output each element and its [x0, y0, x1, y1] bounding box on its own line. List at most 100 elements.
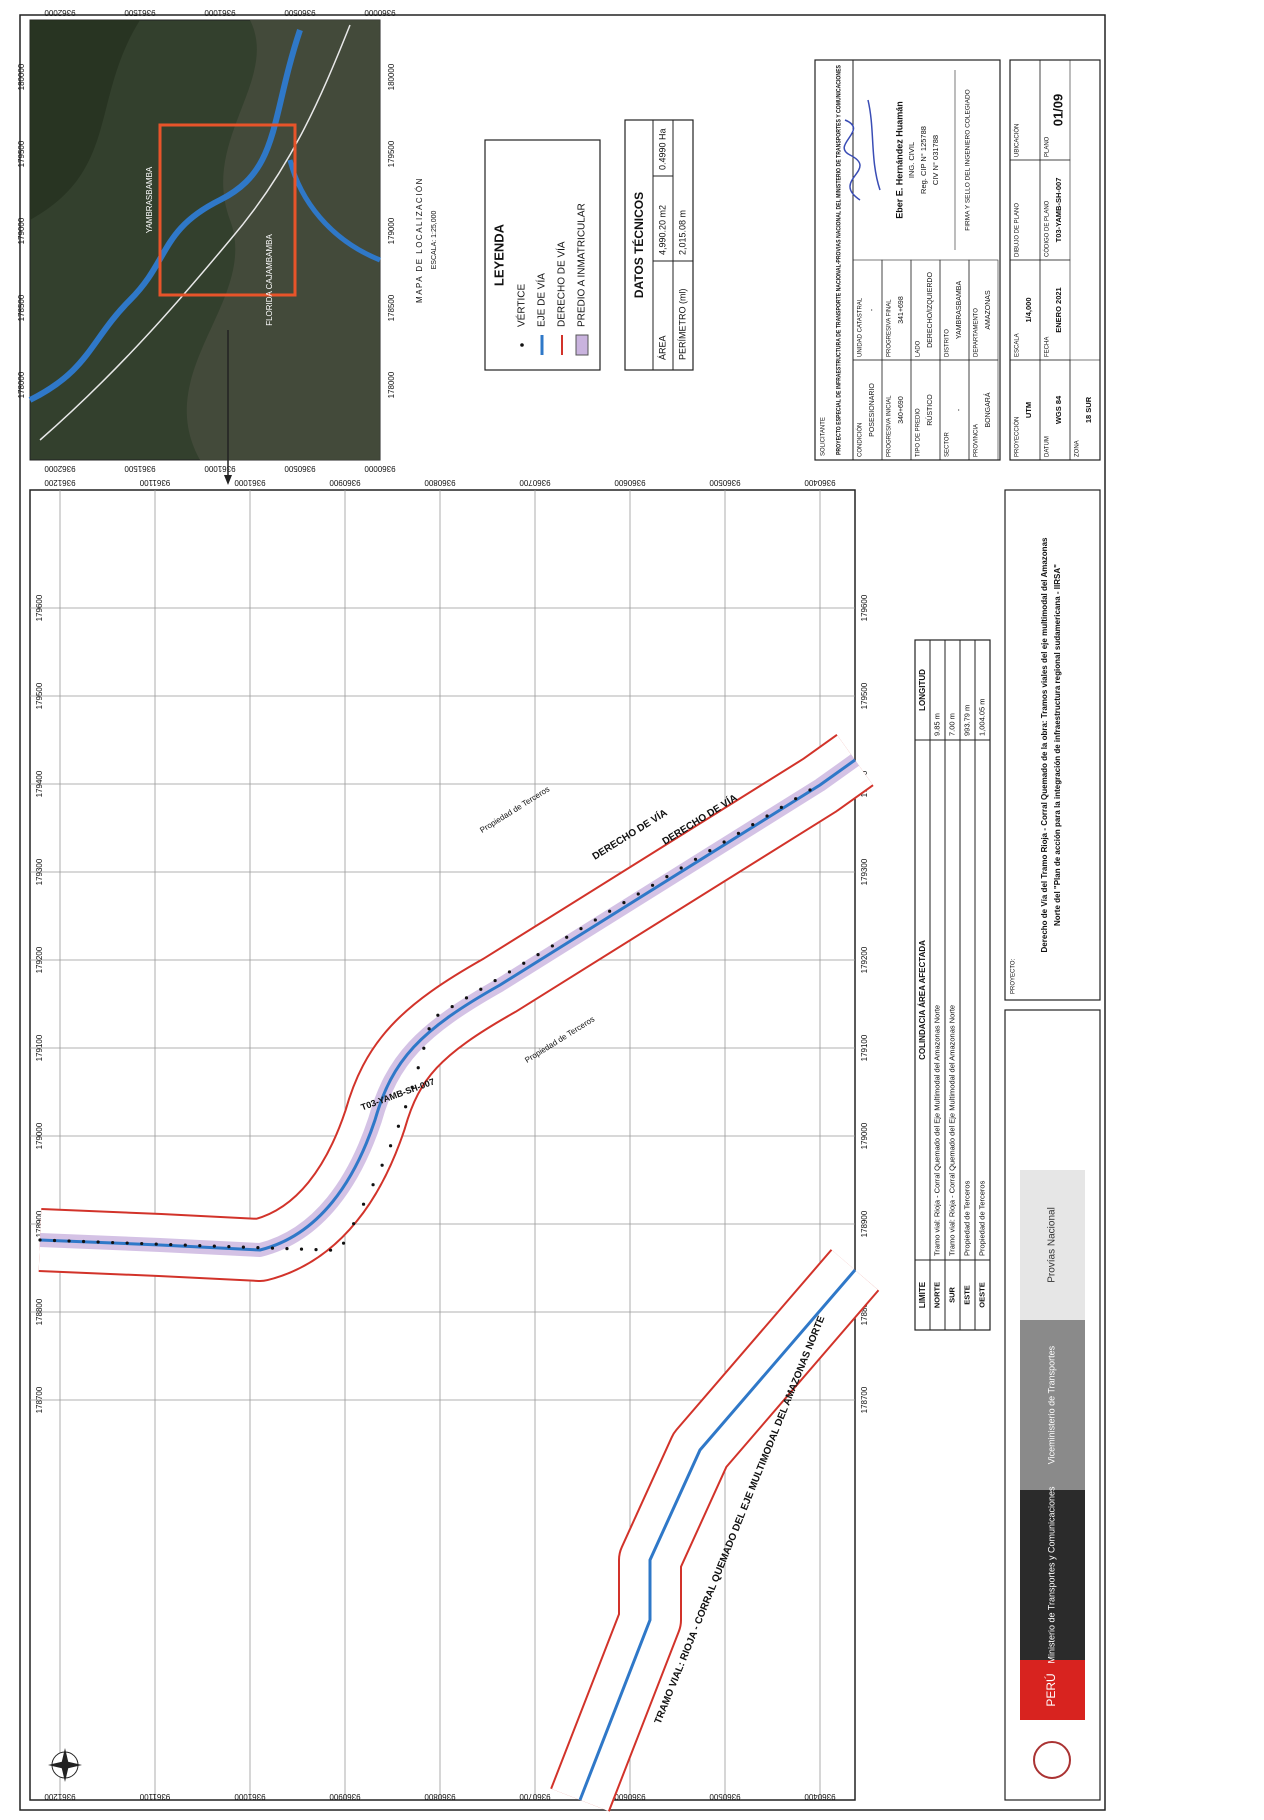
vertex [422, 1046, 426, 1050]
field-cell [968, 259, 999, 361]
easting-label: 179500 [17, 140, 26, 167]
table-cell: Tramo vial: Rioja - Corral Quemado del E… [932, 1005, 941, 1256]
field-label: DEPARTAMENTO [974, 308, 980, 357]
field-label: ESCALA [1015, 333, 1021, 357]
vertex [479, 987, 483, 991]
legend-item: EJE DE VÍA [535, 273, 548, 327]
vertex [410, 1085, 414, 1089]
vertex [464, 996, 469, 1000]
northing-label: 9360600 [614, 478, 646, 487]
vertex [751, 823, 755, 827]
field-label: LADO [916, 340, 922, 357]
field-label: DATUM [1045, 436, 1051, 457]
main-map-frame [29, 489, 856, 1801]
logo-provias [1020, 1170, 1085, 1320]
field-value: T03-YAMB-SH-007 [1054, 178, 1063, 243]
north-arrow [48, 1748, 82, 1782]
sheet-border [19, 14, 1106, 1811]
field-label: SECTOR [945, 431, 951, 457]
field-value: 1/4,000 [1024, 297, 1033, 322]
vertex [314, 1248, 318, 1252]
northing-label: 9361000 [204, 464, 236, 473]
technical-data-cell: 4,990.20 m2 [657, 205, 667, 255]
vertex [380, 1163, 384, 1167]
vertex [256, 1246, 260, 1250]
vertex [212, 1244, 216, 1248]
signature [843, 99, 881, 201]
northing-label: 9360500 [284, 464, 316, 473]
vertex [794, 797, 798, 801]
easting-label: 179500 [860, 682, 869, 709]
easting-label: 179600 [860, 594, 869, 621]
easting-label: 178500 [387, 294, 396, 321]
vertex [579, 927, 583, 931]
engineer-stamp: Eber E. Hernández Huamán [894, 101, 904, 219]
field-value: 340+690 [898, 396, 905, 424]
vertex [227, 1245, 231, 1249]
vertex [154, 1242, 158, 1246]
easting-label: 179600 [35, 594, 44, 621]
easting-label: 178700 [35, 1386, 44, 1413]
terrain [186, 20, 380, 460]
legend-item: DERECHO DE VÍA [555, 241, 568, 327]
northing-label: 9360600 [614, 1792, 646, 1801]
field-label: PROVINCIA [974, 424, 980, 457]
vertex [493, 978, 497, 983]
signature-caption: FIRMA Y SELLO DEL INGENIERO COLEGIADO [965, 89, 972, 230]
field-value: DERECHO/IZQUIERDO [927, 272, 934, 348]
table-header: COLINDACIA ÁREA AFECTADA [918, 940, 927, 1060]
vertex [140, 1241, 144, 1246]
table-cell: 9.85 m [932, 713, 941, 736]
field-value: POSESIONARIO [869, 383, 876, 437]
field-label: UNIDAD CATASTRAL [858, 297, 864, 357]
coat-of-arms [1033, 1741, 1071, 1779]
vertex [736, 831, 741, 835]
legend-symbol [520, 343, 524, 347]
road-axis [39, 758, 856, 1252]
easting-label: 178800 [860, 1298, 869, 1325]
northing-label: 9361100 [139, 1792, 170, 1801]
field-value: RÚSTICO [925, 394, 934, 426]
field-label: SOLICITANTE [821, 417, 827, 456]
easting-label: 179000 [387, 217, 396, 244]
vertex [416, 1066, 420, 1070]
field-value: YAMBRASBAMBA [956, 281, 963, 340]
logo-text: Viceministerio de Transportes [1046, 1345, 1056, 1464]
easting-label: 178000 [387, 371, 396, 398]
table-header: LONGITUD [918, 669, 927, 711]
project-text: Norte del "Plan de acción para la integr… [1053, 564, 1062, 926]
northing-label: 9360000 [364, 8, 396, 17]
table-cell: Propiedad de Terceros [977, 1180, 986, 1256]
legend-item: PREDIO A INMATRICULAR [577, 203, 588, 327]
field-label: PROGRESIVA FINAL [887, 299, 893, 357]
vertex [285, 1247, 289, 1251]
river [28, 29, 303, 403]
table-cell: ESTE [962, 1285, 971, 1305]
northing-label: 9360700 [519, 478, 551, 487]
field-label: UBICACIÓN [1014, 124, 1021, 157]
technical-data-cell: 2,015.08 m [677, 210, 687, 255]
easting-label: 179500 [35, 682, 44, 709]
northing-label: 9360500 [709, 478, 741, 487]
logo-text: PERÚ [1043, 1673, 1058, 1706]
vertex [522, 961, 526, 965]
boundary-table [914, 639, 991, 1331]
easting-label: 179500 [387, 140, 396, 167]
vertex [52, 1238, 57, 1243]
vertex [808, 788, 812, 792]
vertex [352, 1222, 356, 1226]
vertex [679, 866, 683, 870]
field-label: FECHA [1045, 337, 1051, 357]
engineer-stamp: CIV N° 031788 [931, 135, 940, 185]
easting-label: 179100 [35, 1034, 44, 1061]
rotated-sheet: 178700 178700 178800 178800 178900 178900 1790… [17, 8, 1106, 1812]
easting-label: 179100 [860, 1034, 869, 1061]
easting-label: 178000 [17, 371, 26, 398]
easting-label: 178900 [860, 1210, 869, 1237]
vertex [241, 1245, 245, 1249]
northing-label: 9361000 [234, 1792, 266, 1801]
field-value: 01/09 [1050, 94, 1065, 127]
vertex [650, 883, 655, 887]
logo-text: Ministerio de Transportes y Comunicacion… [1046, 1486, 1056, 1664]
